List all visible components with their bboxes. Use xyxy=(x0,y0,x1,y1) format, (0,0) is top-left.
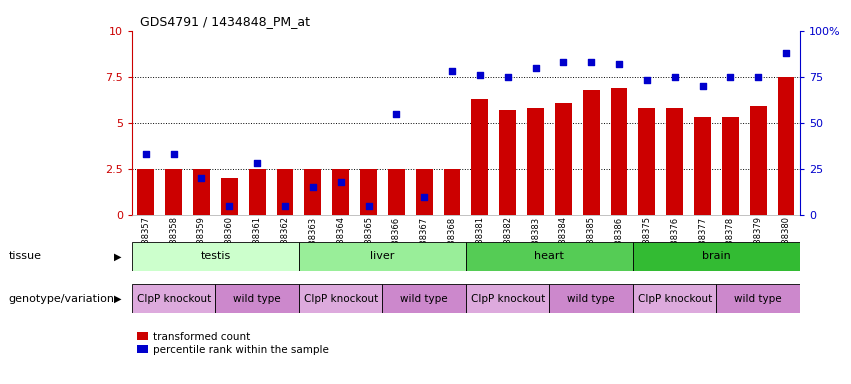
Bar xyxy=(500,110,516,215)
Point xyxy=(557,59,570,65)
Bar xyxy=(416,169,432,215)
Text: heart: heart xyxy=(534,251,564,262)
Text: tissue: tissue xyxy=(9,251,42,262)
Point xyxy=(417,194,431,200)
Bar xyxy=(638,108,655,215)
Bar xyxy=(277,169,294,215)
Bar xyxy=(471,99,488,215)
Bar xyxy=(666,108,683,215)
Point xyxy=(222,203,236,209)
Bar xyxy=(215,284,299,313)
Point xyxy=(139,151,152,157)
Bar xyxy=(165,169,182,215)
Point xyxy=(723,74,737,80)
Text: ClpP knockout: ClpP knockout xyxy=(637,293,711,304)
Text: wild type: wild type xyxy=(568,293,615,304)
Legend: transformed count, percentile rank within the sample: transformed count, percentile rank withi… xyxy=(137,332,328,355)
Bar xyxy=(722,118,739,215)
Bar xyxy=(221,178,237,215)
Point xyxy=(250,161,264,167)
Bar xyxy=(132,242,299,271)
Point xyxy=(362,203,375,209)
Bar xyxy=(388,169,405,215)
Point xyxy=(334,179,347,185)
Bar xyxy=(193,169,210,215)
Point xyxy=(195,175,208,181)
Text: wild type: wild type xyxy=(400,293,448,304)
Text: ClpP knockout: ClpP knockout xyxy=(304,293,378,304)
Bar xyxy=(299,242,466,271)
Bar xyxy=(138,169,154,215)
Text: wild type: wild type xyxy=(734,293,782,304)
Point xyxy=(585,59,598,65)
Point xyxy=(780,50,793,56)
Bar xyxy=(443,169,460,215)
Point xyxy=(167,151,180,157)
Bar xyxy=(466,284,550,313)
Bar xyxy=(332,169,349,215)
Text: ▶: ▶ xyxy=(114,251,122,262)
Bar xyxy=(527,108,544,215)
Point xyxy=(751,74,765,80)
Text: ClpP knockout: ClpP knockout xyxy=(471,293,545,304)
Bar xyxy=(611,88,627,215)
Point xyxy=(528,65,542,71)
Bar xyxy=(694,118,711,215)
Bar xyxy=(132,284,215,313)
Bar xyxy=(633,242,800,271)
Text: ClpP knockout: ClpP knockout xyxy=(136,293,211,304)
Text: ▶: ▶ xyxy=(114,293,122,304)
Point xyxy=(445,68,459,74)
Point xyxy=(473,72,487,78)
Bar xyxy=(299,284,382,313)
Text: testis: testis xyxy=(200,251,231,262)
Bar xyxy=(717,284,800,313)
Bar xyxy=(248,169,266,215)
Text: GDS4791 / 1434848_PM_at: GDS4791 / 1434848_PM_at xyxy=(140,15,311,28)
Text: brain: brain xyxy=(702,251,731,262)
Point xyxy=(668,74,682,80)
Bar xyxy=(633,284,717,313)
Bar xyxy=(583,90,599,215)
Bar xyxy=(360,169,377,215)
Text: liver: liver xyxy=(370,251,395,262)
Text: genotype/variation: genotype/variation xyxy=(9,293,115,304)
Point xyxy=(696,83,710,89)
Bar xyxy=(778,77,794,215)
Bar xyxy=(750,106,767,215)
Bar xyxy=(550,284,633,313)
Point xyxy=(501,74,515,80)
Point xyxy=(278,203,292,209)
Bar xyxy=(555,103,572,215)
Bar xyxy=(305,169,321,215)
Point xyxy=(640,78,654,84)
Point xyxy=(612,61,625,67)
Text: wild type: wild type xyxy=(233,293,281,304)
Point xyxy=(390,111,403,117)
Bar xyxy=(466,242,633,271)
Point xyxy=(306,184,320,190)
Bar xyxy=(382,284,466,313)
